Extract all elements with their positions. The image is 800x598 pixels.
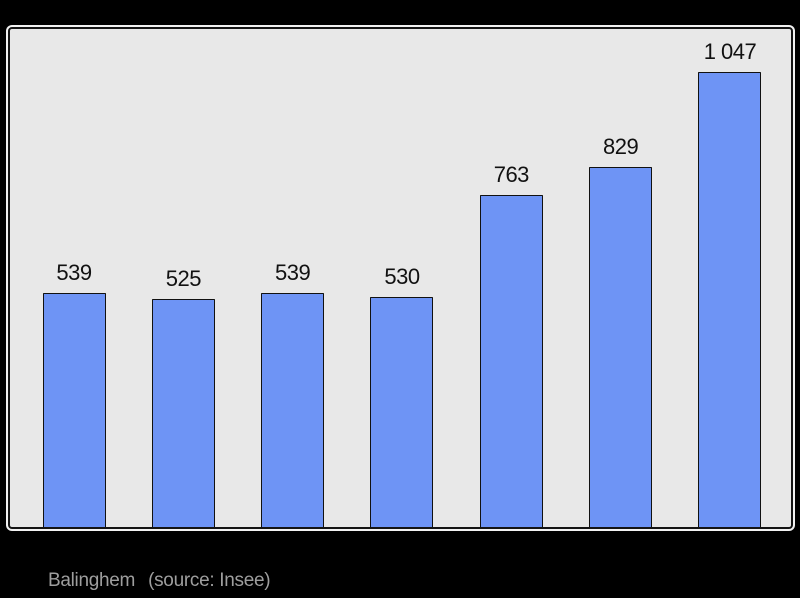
bar-value-label: 525 (165, 266, 202, 291)
chart-frame: 539 525 539 530 763 829 1 047 (8, 27, 793, 529)
bar-value-label: 1 047 (703, 39, 757, 64)
plot-area: 539 525 539 530 763 829 1 047 (10, 29, 791, 527)
caption-source-label: (source: Insee) (148, 570, 271, 591)
bar-value-label: 539 (275, 260, 311, 285)
bar (479, 195, 543, 527)
bar (261, 293, 325, 527)
chart-caption: Balinghem (source: Insee) (48, 570, 271, 592)
caption-place-label: Balinghem (48, 570, 136, 591)
bar (42, 293, 106, 527)
bar-value-label: 763 (493, 162, 530, 187)
bar (698, 72, 762, 527)
bar-value-label: 530 (384, 264, 420, 289)
bar (370, 297, 434, 527)
bar (589, 167, 653, 527)
bar-value-label: 539 (56, 260, 92, 285)
bar-value-label: 829 (603, 134, 639, 159)
bar (151, 299, 215, 527)
